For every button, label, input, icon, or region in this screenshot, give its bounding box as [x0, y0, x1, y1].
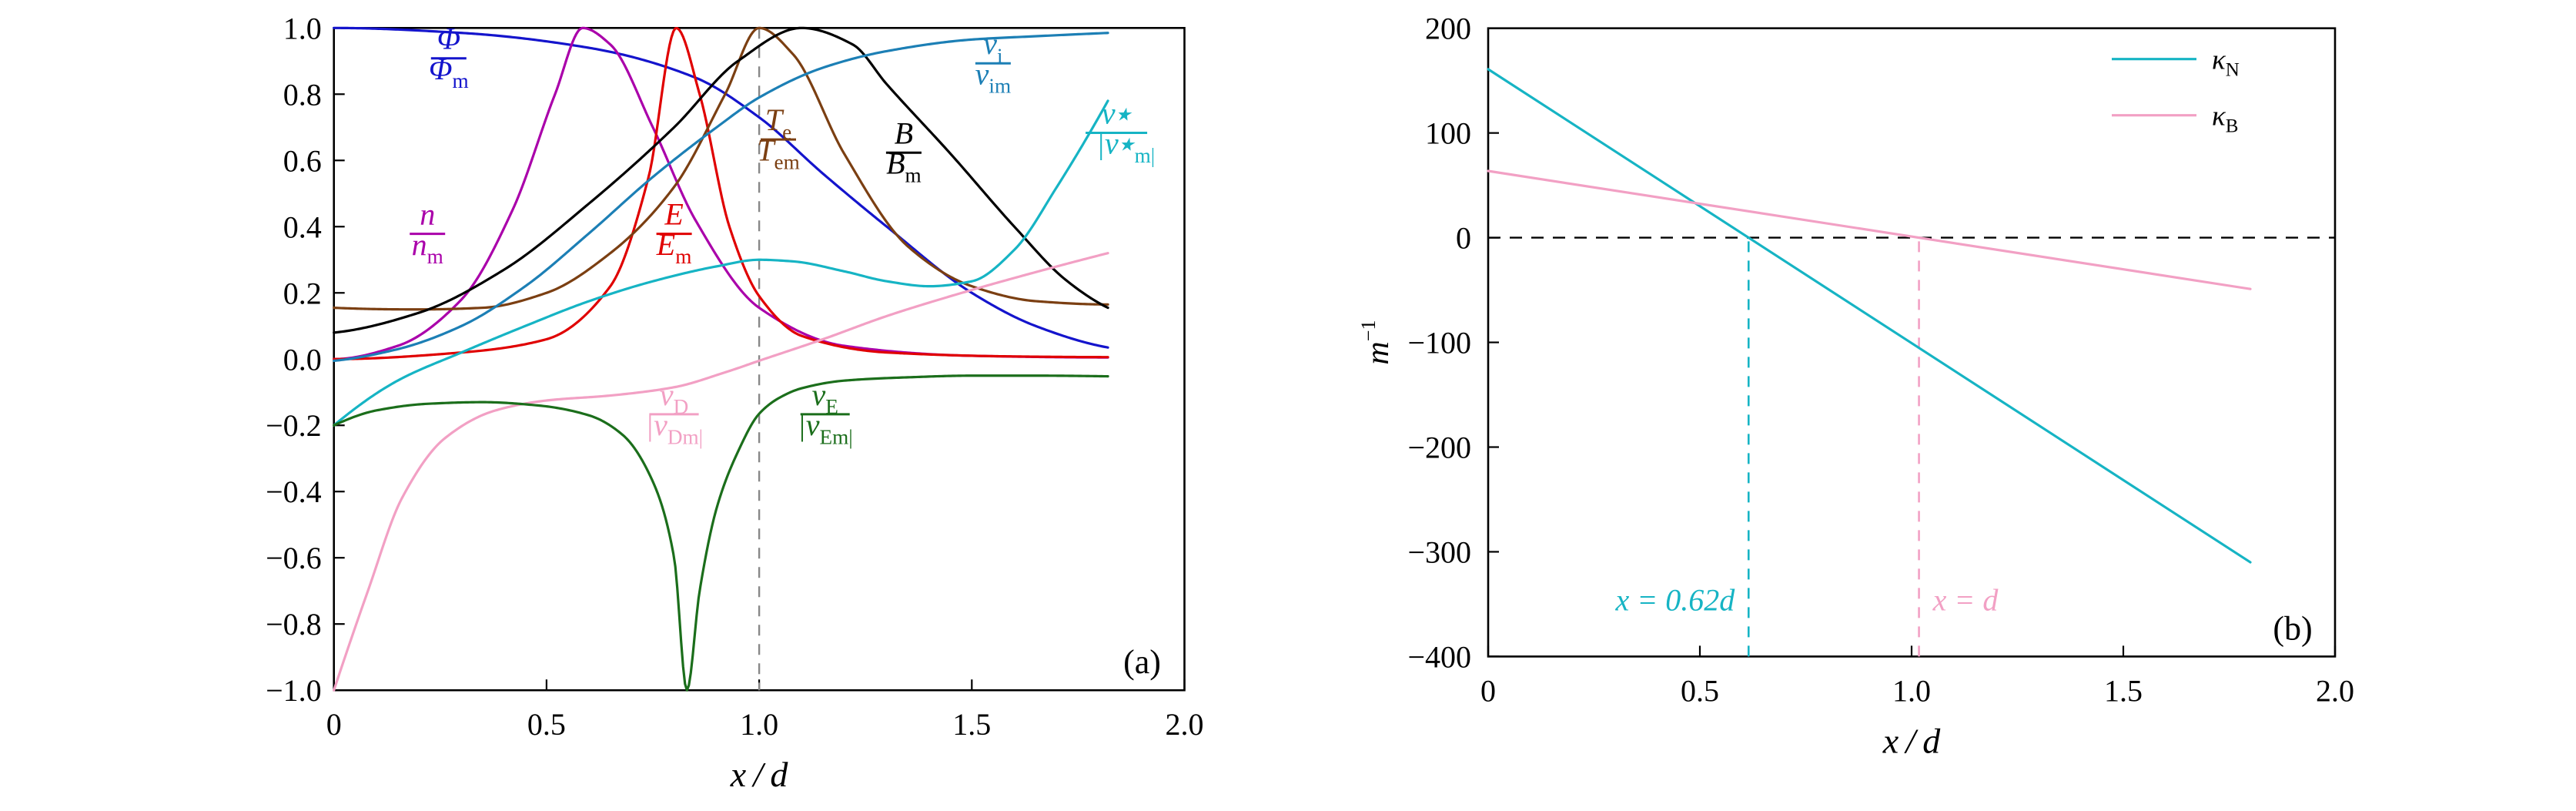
svg-text:0.0: 0.0	[283, 342, 322, 377]
svg-text:x = d: x = d	[1932, 582, 1999, 617]
svg-text:(a): (a)	[1123, 643, 1161, 681]
svg-text:0: 0	[1456, 221, 1471, 256]
svg-text:0.4: 0.4	[283, 209, 322, 244]
svg-text:0.5: 0.5	[527, 707, 566, 742]
svg-text:−200: −200	[1407, 431, 1471, 465]
svg-text:x = 0.62d: x = 0.62d	[1615, 582, 1736, 617]
svg-text:1.0: 1.0	[1892, 673, 1931, 708]
svg-text:1.0: 1.0	[283, 11, 322, 45]
svg-text:0: 0	[1480, 673, 1496, 708]
svg-text:2.0: 2.0	[2316, 673, 2354, 708]
svg-text:0.2: 0.2	[283, 276, 322, 310]
svg-text:1.0: 1.0	[740, 707, 778, 742]
svg-text:2.0: 2.0	[1166, 707, 1204, 742]
svg-text:x / d: x / d	[1882, 721, 1942, 760]
svg-text:−0.4: −0.4	[266, 474, 322, 509]
svg-text:0.8: 0.8	[283, 77, 322, 112]
svg-text:1.5: 1.5	[952, 707, 991, 742]
svg-text:0.5: 0.5	[1681, 673, 1719, 708]
svg-text:0.6: 0.6	[283, 143, 322, 178]
svg-text:−400: −400	[1407, 639, 1471, 674]
svg-text:−0.6: −0.6	[266, 541, 322, 575]
svg-text:x / d: x / d	[730, 755, 789, 794]
svg-text:100: 100	[1425, 116, 1471, 151]
svg-text:1.5: 1.5	[2104, 673, 2143, 708]
svg-text:−300: −300	[1407, 535, 1471, 569]
svg-text:−0.2: −0.2	[266, 408, 322, 443]
svg-text:(b): (b)	[2273, 609, 2312, 647]
svg-text:−0.8: −0.8	[266, 607, 322, 642]
svg-text:0: 0	[326, 707, 342, 742]
svg-text:−100: −100	[1407, 326, 1471, 360]
svg-text:200: 200	[1425, 12, 1471, 46]
svg-text:−1.0: −1.0	[266, 673, 322, 708]
